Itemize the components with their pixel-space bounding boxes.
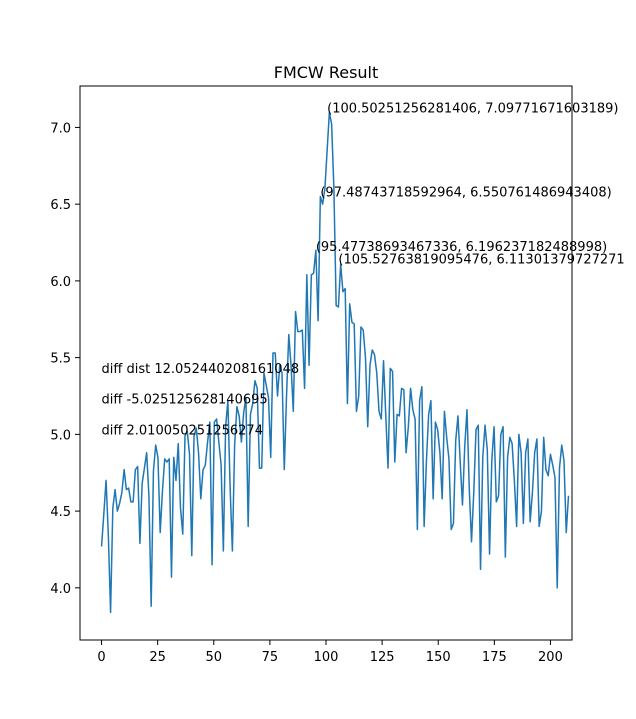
annotation-label: diff 2.010050251256274 — [102, 423, 263, 438]
x-tick-label: 150 — [426, 650, 451, 665]
annotation-label: diff dist 12.052440208161048 — [102, 362, 300, 377]
annotation-label: (100.50251256281406, 7.09771671603189) — [327, 101, 618, 116]
plot-data-layer — [100, 111, 570, 614]
y-axis: 4.0 4.5 5.0 5.5 6.0 6.5 7.0 — [50, 121, 80, 597]
x-tick-label: 25 — [149, 650, 166, 665]
series-line — [100, 111, 570, 614]
y-tick-label: 4.5 — [50, 505, 71, 520]
x-axis: 0 25 50 75 100 125 150 175 200 — [97, 640, 563, 665]
x-tick-label: 200 — [538, 650, 563, 665]
x-tick-label: 75 — [262, 650, 279, 665]
x-tick-label: 50 — [206, 650, 223, 665]
x-tick-label: 0 — [97, 650, 105, 665]
x-tick-label: 175 — [482, 650, 507, 665]
annotation-label: diff -5.025125628140695 — [102, 393, 268, 408]
x-tick-label: 100 — [314, 650, 339, 665]
x-tick-label: 125 — [370, 650, 395, 665]
chart-title: FMCW Result — [274, 63, 379, 82]
y-tick-label: 5.5 — [50, 352, 71, 367]
y-tick-label: 4.0 — [50, 582, 71, 597]
y-tick-label: 7.0 — [50, 121, 71, 136]
annotation-label: (95.47738693467336, 6.196237182488998) — [316, 240, 607, 255]
annotation-label: (105.52763819095476, 6.11301379727271 — [338, 253, 624, 268]
annotation-layer: (100.50251256281406, 7.09771671603189) (9… — [102, 101, 625, 438]
y-tick-label: 6.0 — [50, 275, 71, 290]
annotation-label: (97.48743718592964, 6.550761486943408) — [320, 185, 611, 200]
y-tick-label: 5.0 — [50, 428, 71, 443]
y-tick-label: 6.5 — [50, 198, 71, 213]
